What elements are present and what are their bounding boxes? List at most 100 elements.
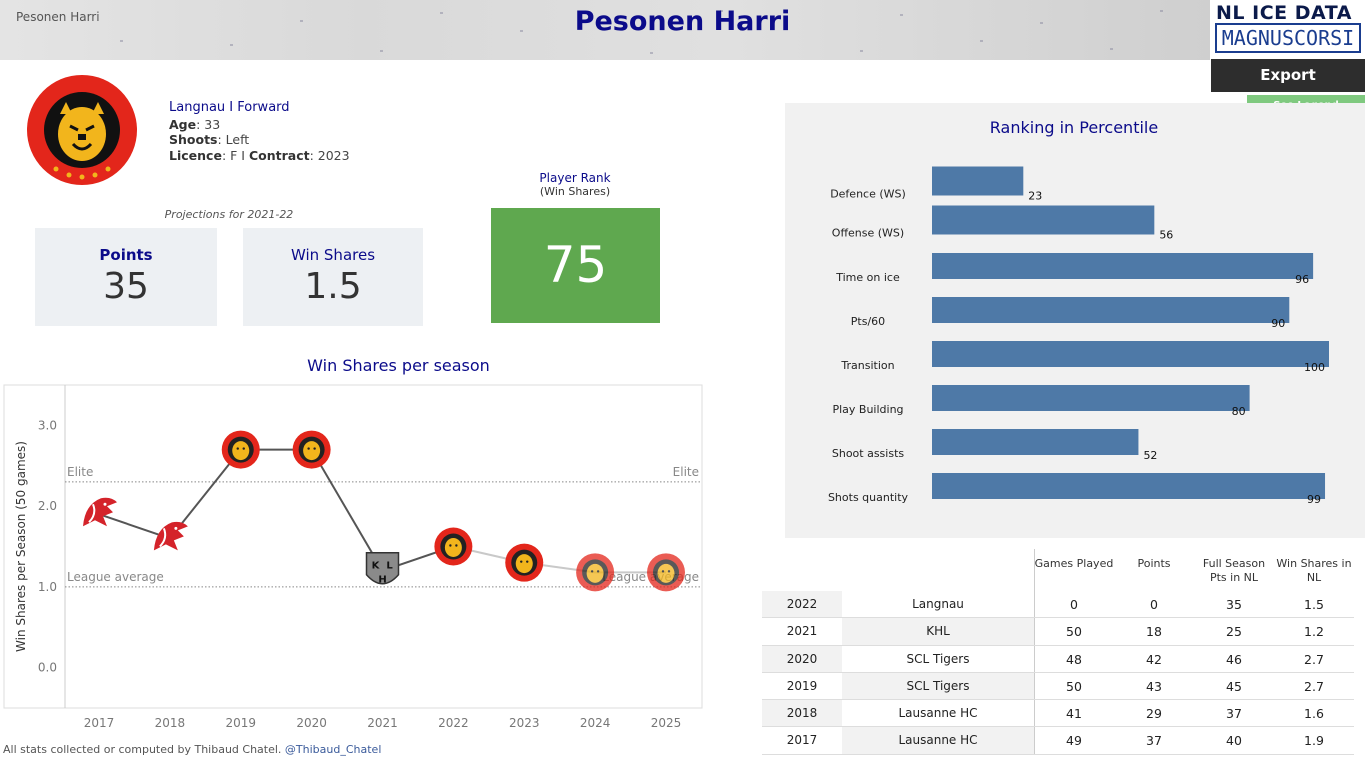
table-cell: 2019	[786, 678, 818, 693]
ranking-panel: Ranking in Percentile Defence (WS) 23 Offen…	[785, 103, 1365, 538]
lion-mane-stroke	[159, 528, 167, 548]
data-point	[292, 430, 331, 469]
tiger-face	[586, 563, 604, 583]
khl-logo-letter: K	[372, 561, 381, 572]
percentile-bar	[932, 166, 1024, 196]
table-row: 2021 KHL 50 18 25 1.2	[762, 618, 1354, 646]
column-header: Win Shares in NL	[1276, 557, 1352, 584]
table-cell: 1.2	[1304, 624, 1324, 640]
table-row: 2017 Lausanne HC 49 37 40 1.9	[762, 727, 1354, 755]
tiger-eye	[661, 570, 665, 573]
reference-label: League average	[67, 570, 164, 584]
licence-row: Licence: F I Contract: 2023	[169, 148, 350, 164]
win-shares-label: Win Shares	[290, 246, 376, 264]
column-divider	[1034, 700, 1035, 727]
table-cell: 0	[1150, 597, 1158, 612]
shoots-value: : Left	[217, 132, 250, 147]
data-point	[647, 553, 685, 592]
column-header: Games Played	[1034, 557, 1114, 570]
column-divider	[1034, 549, 1035, 591]
column-divider	[1034, 672, 1035, 700]
table-cell: 1.9	[1304, 733, 1324, 749]
data-point	[505, 543, 544, 582]
table-cell: 1.5	[1304, 597, 1324, 612]
data-point	[153, 521, 188, 551]
table-cell: 2021	[786, 624, 818, 639]
bar-value-label: 99	[1307, 493, 1321, 506]
table-cell: Langnau	[912, 597, 964, 611]
tiger-eye	[449, 544, 452, 547]
table-row: 2019 SCL Tigers 50 43 45 2.7	[762, 672, 1354, 701]
row-band	[842, 672, 1034, 700]
table-cell: 37	[1226, 706, 1242, 722]
ranking-chart: Ranking in Percentile Defence (WS) 23 Offen…	[828, 118, 1329, 506]
shoots-label: Shoots	[169, 132, 218, 147]
table-cell: 37	[1146, 733, 1162, 749]
table-cell: 46	[1226, 651, 1242, 667]
table-cell: Lausanne HC	[898, 733, 978, 748]
age-value: : 33	[196, 116, 221, 132]
team-logo	[27, 75, 137, 185]
tiger-face	[303, 441, 321, 461]
table-cell: 18	[1146, 624, 1162, 640]
x-tick-label: 2020	[296, 716, 327, 730]
bar-category-label: Shots quantity	[828, 491, 909, 504]
win-shares-chart: 0.0 1.0 2.0 3.0 Win Shares per Season (50 ga…	[3, 384, 703, 730]
x-tick-label: 2022	[438, 716, 469, 730]
tiger-face	[515, 554, 533, 574]
bar-value-label: 96	[1295, 273, 1309, 286]
y-tick-label: 1.0	[38, 580, 57, 594]
banner-texture	[1160, 10, 1163, 12]
bar-value-label: 90	[1271, 317, 1285, 330]
team-position: Langnau I Forward	[169, 100, 290, 115]
x-tick-label: 2018	[155, 716, 186, 730]
table-cell: Lausanne HC	[898, 706, 978, 721]
player-rank-label: Player Rank	[539, 171, 611, 185]
banner-texture	[980, 40, 983, 42]
contract-value: : 2023	[309, 147, 350, 163]
table-cell: 45	[1226, 678, 1242, 694]
reference-label: Elite	[673, 465, 699, 479]
percentile-bar	[932, 297, 1290, 323]
row-band	[842, 618, 1034, 645]
tiger-eye	[520, 560, 523, 563]
tiger-eye	[526, 560, 529, 563]
table-header: Games Played Points Full Season Pts in NL W…	[762, 549, 1354, 591]
y-tick-label: 0.0	[38, 661, 57, 675]
table-cell: 50	[1066, 678, 1082, 694]
tiger-eye	[313, 447, 316, 450]
percentile-bar	[932, 253, 1314, 279]
contract-label: Contract	[248, 147, 310, 163]
brand-logo: NL ICE DATA MAGNUSCORSI	[1211, 0, 1365, 58]
banner-texture	[720, 10, 723, 12]
bar-value-label: 23	[1028, 190, 1042, 203]
player-rank-subtitle: (Win Shares)	[539, 185, 611, 198]
khl-logo-icon	[365, 551, 400, 585]
row-band	[842, 700, 1034, 727]
table-cell: 1.6	[1304, 706, 1324, 722]
export-button[interactable]: Export	[1211, 59, 1365, 92]
row-band	[762, 618, 842, 645]
y-tick-label: 2.0	[38, 499, 57, 513]
licence-label: Licence	[169, 147, 222, 163]
y-axis-label: Win Shares per Season (50 games)	[14, 441, 28, 652]
x-tick-label: 2021	[367, 716, 398, 730]
projections-label: Projections for 2021-22	[164, 208, 294, 221]
row-band	[762, 672, 842, 700]
lion-eye	[174, 526, 178, 530]
data-point: K LH	[365, 551, 400, 586]
bar-category-label: Transition	[840, 359, 894, 372]
shoots-row: Shoots: Left	[169, 132, 350, 148]
table-cell: 2022	[786, 597, 818, 611]
win-shares-card: Win Shares 1.5	[243, 228, 423, 326]
tiger-eye	[236, 447, 239, 450]
banner-texture	[520, 30, 523, 32]
banner-texture	[380, 50, 383, 52]
table-cell: 40	[1226, 733, 1242, 749]
row-band	[762, 700, 842, 727]
bar-value-label: 80	[1232, 405, 1246, 418]
twitter-handle-link[interactable]: @Thibaud_Chatel	[284, 743, 382, 756]
breadcrumb: Pesonen Harri	[16, 10, 100, 24]
row-band	[762, 591, 842, 618]
y-tick-label: 3.0	[38, 418, 57, 432]
